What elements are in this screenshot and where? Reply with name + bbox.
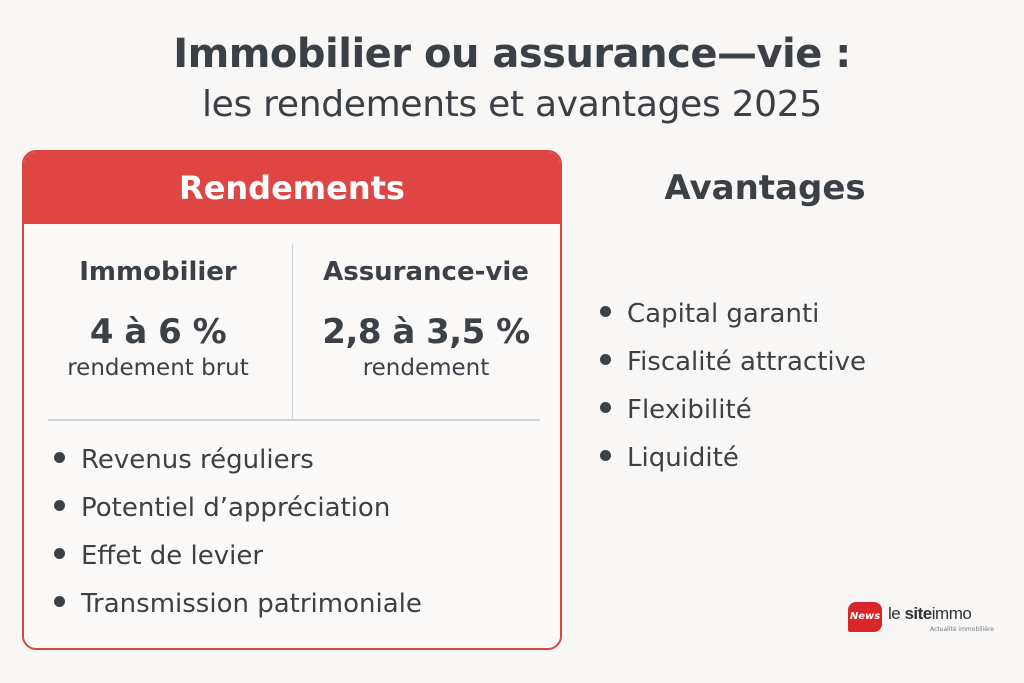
news-badge-icon: News (848, 602, 882, 632)
logo-wordmark: le siteimmo (888, 604, 972, 623)
section-divider (48, 419, 540, 421)
assurance-label: Assurance-vie (323, 257, 529, 287)
bullet-icon (54, 500, 65, 511)
bullet-icon (54, 596, 65, 607)
list-item-label: Effet de levier (81, 541, 264, 571)
list-item-label: Capital garanti (627, 299, 820, 329)
immobilier-value: 4 à 6 % (89, 312, 227, 352)
avantages-header: Avantages (664, 168, 866, 208)
list-item: Flexibilité (600, 386, 866, 434)
assurance-value: 2,8 à 3,5 % (322, 312, 530, 352)
list-item: Transmission patrimoniale (54, 580, 422, 628)
bullet-icon (600, 354, 611, 365)
assurance-caption: rendement (362, 355, 490, 381)
rendements-header: Rendements (24, 152, 560, 224)
page-title: Immobilier ou assurance—vie : les rendem… (0, 30, 1024, 128)
list-item: Fiscalité attractive (600, 338, 866, 386)
bullet-icon (54, 452, 65, 463)
list-item: Potentiel d’appréciation (54, 484, 422, 532)
bullet-icon (600, 402, 611, 413)
title-line-1: Immobilier ou assurance—vie : (173, 31, 851, 77)
bullet-icon (600, 450, 611, 461)
avantages-list: Capital garanti Fiscalité attractive Fle… (600, 290, 866, 482)
list-item: Liquidité (600, 434, 866, 482)
list-item-label: Revenus réguliers (81, 445, 314, 475)
rendements-list: Revenus réguliers Potentiel d’appréciati… (54, 436, 422, 628)
assurance-column: Assurance-vie 2,8 à 3,5 % rendement (292, 252, 560, 382)
bullet-icon (600, 306, 611, 317)
list-item-label: Transmission patrimoniale (81, 589, 422, 619)
site-logo: News le siteimmo Actualité immobilière (848, 598, 994, 638)
title-line-2: les rendements et avantages 2025 (201, 84, 822, 125)
list-item: Revenus réguliers (54, 436, 422, 484)
list-item: Capital garanti (600, 290, 866, 338)
immobilier-label: Immobilier (79, 257, 237, 287)
list-item-label: Flexibilité (627, 395, 752, 425)
list-item-label: Potentiel d’appréciation (81, 493, 391, 523)
immobilier-column: Immobilier 4 à 6 % rendement brut (24, 252, 292, 382)
bullet-icon (54, 548, 65, 559)
rendements-card: Rendements Immobilier 4 à 6 % rendement … (22, 150, 562, 650)
immobilier-caption: rendement brut (67, 355, 249, 381)
column-divider (292, 244, 293, 419)
list-item: Effet de levier (54, 532, 422, 580)
list-item-label: Liquidité (627, 443, 739, 473)
logo-tagline: Actualité immobilière (930, 626, 994, 633)
list-item-label: Fiscalité attractive (627, 347, 867, 377)
